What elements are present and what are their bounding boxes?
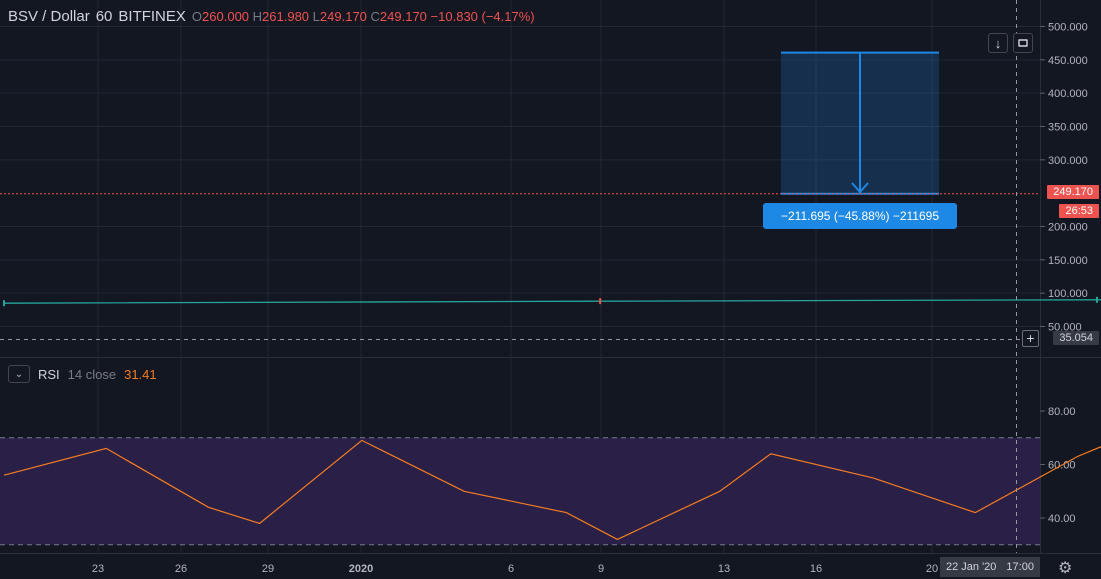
rsi-tick-label: 80.00 bbox=[1048, 406, 1076, 418]
low-label: L bbox=[312, 9, 320, 24]
time-tick-label: 26 bbox=[175, 563, 187, 575]
price-tick-label: 400.000 bbox=[1048, 88, 1088, 100]
measure-result-label[interactable]: −211.695 (−45.88%) −211695 bbox=[763, 203, 957, 229]
symbol-legend: BSV / Dollar 60 BITFINEX O260.000 H261.9… bbox=[8, 8, 535, 25]
arrow-down-icon: ↓ bbox=[994, 35, 1002, 51]
add-alert-button[interactable]: + bbox=[1022, 330, 1039, 347]
interval-label[interactable]: 60 bbox=[95, 8, 113, 25]
bar-countdown-tag: 26:53 bbox=[1059, 204, 1099, 218]
exchange-label: BITFINEX bbox=[118, 8, 186, 25]
price-tick-label: 450.000 bbox=[1048, 55, 1088, 67]
crosshair-price-tag: 35.054 bbox=[1053, 331, 1099, 345]
time-tick-label: 20 bbox=[926, 563, 938, 575]
time-tick-label: 6 bbox=[508, 563, 514, 575]
ohlc-values: O260.000 H261.980 L249.170 C249.170 −10.… bbox=[192, 9, 535, 24]
high-label: H bbox=[252, 9, 263, 24]
low-value: 249.170 bbox=[319, 9, 367, 24]
price-tick-label: 200.000 bbox=[1048, 222, 1088, 234]
price-tick-label: 350.000 bbox=[1048, 122, 1088, 134]
last-price-tag: 249.170 bbox=[1047, 185, 1099, 199]
rsi-params: 14 close bbox=[67, 366, 117, 382]
price-tick-label: 100.000 bbox=[1048, 288, 1088, 300]
auto-scale-button[interactable] bbox=[1013, 33, 1033, 53]
price-tick-label: 50.000 bbox=[1048, 322, 1082, 334]
price-tick-label: 300.000 bbox=[1048, 155, 1088, 167]
time-tick-label: 13 bbox=[718, 563, 730, 575]
price-candle bbox=[1095, 296, 1098, 303]
rsi-band bbox=[0, 437, 1040, 545]
open-label: O bbox=[191, 9, 203, 24]
price-tick-label: 500.000 bbox=[1048, 22, 1088, 34]
crosshair-date: 22 Jan '20 bbox=[946, 561, 997, 573]
time-tick-label: 23 bbox=[92, 563, 104, 575]
rsi-tick-label: 40.00 bbox=[1048, 513, 1076, 525]
time-tick-label: 29 bbox=[262, 563, 274, 575]
refresh-icon bbox=[1018, 39, 1028, 47]
change-value: −10.830 (−4.17%) bbox=[430, 9, 535, 24]
high-value: 261.980 bbox=[262, 9, 310, 24]
scroll-to-realtime-button[interactable]: ↓ bbox=[988, 33, 1008, 53]
close-value: 249.170 bbox=[379, 9, 427, 24]
rsi-legend: ⌄ RSI 14 close 31.41 bbox=[8, 365, 157, 383]
close-label: C bbox=[370, 9, 380, 24]
time-tick-label: 16 bbox=[810, 563, 822, 575]
crosshair-date-tag: 22 Jan '20 17:00 bbox=[940, 557, 1040, 577]
price-tick-label: 150.000 bbox=[1048, 255, 1088, 267]
time-tick-label: 9 bbox=[598, 563, 604, 575]
price-candle bbox=[599, 298, 602, 305]
time-tick-label: 2020 bbox=[349, 563, 373, 575]
crosshair-time: 17:00 bbox=[1006, 561, 1034, 573]
chevron-down-icon: ⌄ bbox=[14, 368, 24, 380]
rsi-name[interactable]: RSI bbox=[38, 366, 60, 382]
open-value: 260.000 bbox=[202, 9, 250, 24]
collapse-indicator-button[interactable]: ⌄ bbox=[8, 365, 30, 383]
measure-arrow-head bbox=[851, 182, 869, 194]
rsi-value: 31.41 bbox=[124, 366, 157, 382]
gear-icon[interactable]: ⚙ bbox=[1058, 560, 1073, 577]
price-candle bbox=[3, 300, 5, 307]
symbol-name[interactable]: BSV / Dollar bbox=[8, 8, 90, 25]
